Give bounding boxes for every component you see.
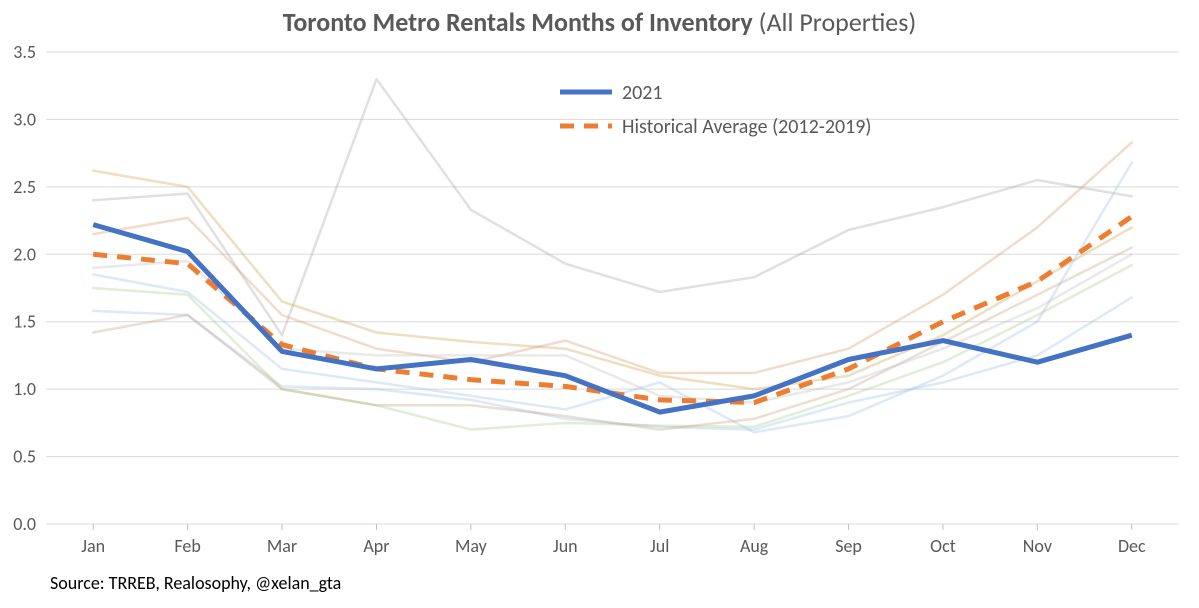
y-tick-label: 2.5	[13, 176, 36, 198]
series-y2021	[93, 225, 1132, 413]
x-tick-label: Aug	[740, 535, 769, 557]
background-series	[93, 79, 1132, 335]
background-series	[93, 142, 1132, 373]
x-tick-label: Oct	[930, 535, 956, 557]
x-tick-label: Nov	[1023, 535, 1052, 557]
legend-label: 2021	[622, 81, 663, 105]
x-tick-label: Sep	[835, 535, 862, 557]
y-tick-label: 1.0	[13, 378, 36, 400]
y-tick-label: 1.5	[13, 311, 36, 333]
y-tick-label: 0.0	[13, 513, 36, 535]
y-tick-label: 0.5	[13, 446, 36, 468]
x-tick-label: Jun	[553, 535, 578, 557]
background-series	[93, 254, 1132, 402]
x-tick-label: May	[455, 535, 488, 557]
chart-svg: 0.0 0.5 1.0 1.5 2.0 2.5 3.0 3.5 Jan Feb Mar Apr May J…	[0, 0, 1199, 608]
chart-container: Toronto Metro Rentals Months of Inventor…	[0, 0, 1199, 608]
legend-label: Historical Average (2012-2019)	[622, 115, 871, 139]
x-tick-label: Apr	[363, 535, 389, 557]
x-tick-label: Mar	[267, 535, 297, 557]
y-tick-label: 3.0	[13, 108, 36, 130]
source-text: Source: TRREB, Realosophy, @xelan_gta	[50, 572, 341, 594]
x-tick-label: Jan	[81, 535, 105, 557]
x-tick-label: Jul	[650, 535, 669, 557]
y-tick-label: 2.0	[13, 243, 36, 265]
x-tick-label: Feb	[174, 535, 200, 557]
y-tick-label: 3.5	[13, 41, 36, 63]
x-tick-label: Dec	[1118, 535, 1146, 557]
background-series	[93, 248, 1132, 430]
